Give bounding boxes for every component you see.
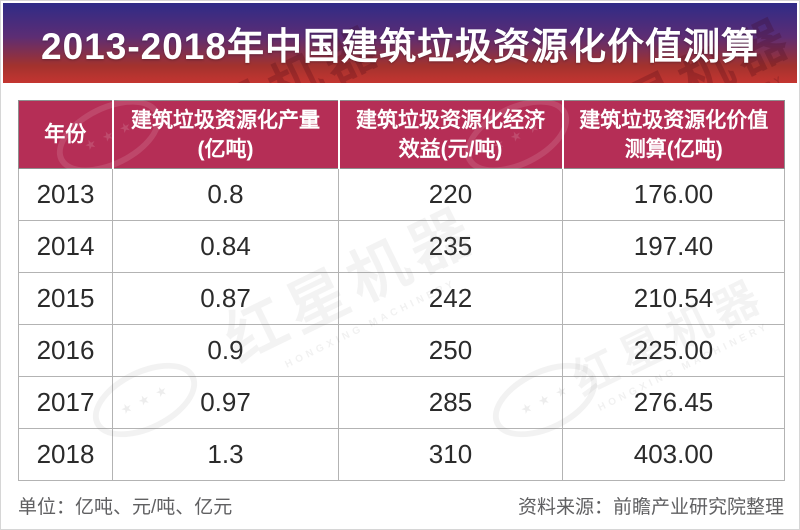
cell-benefit: 220 (338, 168, 563, 221)
cell-benefit: 310 (338, 428, 563, 481)
footnote-bar: 单位：亿吨、元/吨、亿元 资料来源：前瞻产业研究院整理 (18, 492, 784, 519)
cell-year: 2018 (18, 428, 113, 481)
cell-output: 0.87 (112, 272, 339, 325)
cell-year: 2014 (18, 220, 113, 273)
header-label: 建筑垃圾资源化经济 (356, 108, 545, 132)
table-row: 2018 1.3 310 403.00 (18, 428, 785, 481)
cell-year: 2013 (18, 168, 113, 221)
header-cell-economic-benefit: 建筑垃圾资源化经济 效益(元/吨) (337, 100, 563, 169)
page-title: 2013-2018年中国建筑垃圾资源化价值测算 (41, 26, 759, 67)
cell-value: 403.00 (562, 428, 785, 481)
table-row: 2014 0.84 235 197.40 (18, 220, 785, 273)
header-label: 年份 (44, 123, 87, 146)
cell-output: 0.8 (112, 168, 339, 221)
cell-benefit: 250 (338, 324, 563, 377)
header-label: 建筑垃圾资源化价值 (579, 108, 769, 132)
cell-output: 1.3 (112, 428, 339, 481)
header-cell-output: 建筑垃圾资源化产量 (亿吨) (111, 100, 339, 169)
cell-output: 0.84 (112, 220, 339, 273)
cell-year: 2016 (18, 324, 113, 377)
cell-benefit: 235 (338, 220, 563, 273)
table-row: 2015 0.87 242 210.54 (18, 272, 785, 325)
source-note: 资料来源：前瞻产业研究院整理 (517, 497, 784, 518)
data-table: 年份 建筑垃圾资源化产量 (亿吨) 建筑垃圾资源化经济 效益(元/吨) 建筑垃圾… (18, 100, 785, 481)
table-row: 2016 0.9 250 225.00 (18, 324, 785, 377)
units-note: 单位：亿吨、元/吨、亿元 (18, 497, 233, 518)
cell-output: 0.97 (112, 376, 339, 429)
cell-value: 197.40 (562, 220, 785, 273)
header-unit: (亿吨) (197, 137, 254, 161)
title-banner: 红星机器 HONGXING MACHINERY 红星机器 HONGXING MA… (3, 3, 797, 83)
cell-benefit: 285 (338, 376, 563, 429)
cell-value: 176.00 (562, 168, 785, 221)
table-row: 2017 0.97 285 276.45 (18, 376, 785, 429)
header-cell-value-estimate: 建筑垃圾资源化价值 测算(亿吨) (561, 100, 785, 169)
header-unit: 效益(元/吨) (398, 137, 503, 161)
header-label: 建筑垃圾资源化产量 (131, 108, 320, 132)
cell-year: 2017 (18, 376, 113, 429)
table-header-row: 年份 建筑垃圾资源化产量 (亿吨) 建筑垃圾资源化经济 效益(元/吨) 建筑垃圾… (18, 100, 785, 169)
cell-value: 210.54 (562, 272, 785, 325)
table-row: 2013 0.8 220 176.00 (18, 168, 785, 221)
cell-year: 2015 (18, 272, 113, 325)
cell-value: 276.45 (562, 376, 785, 429)
cell-benefit: 242 (338, 272, 563, 325)
cell-output: 0.9 (112, 324, 339, 377)
header-cell-year: 年份 (18, 100, 113, 169)
cell-value: 225.00 (562, 324, 785, 377)
header-unit: 测算(亿吨) (624, 137, 723, 161)
